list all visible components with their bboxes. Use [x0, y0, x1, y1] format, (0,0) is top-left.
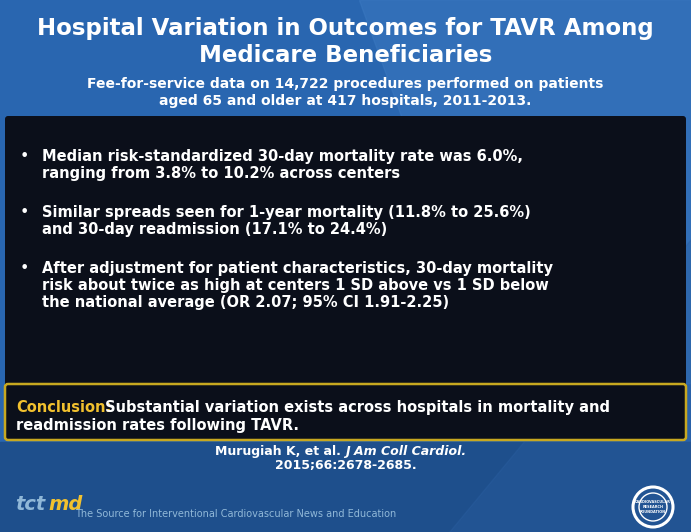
Text: The Source for Interventional Cardiovascular News and Education: The Source for Interventional Cardiovasc… — [75, 509, 396, 519]
Text: risk about twice as high at centers 1 SD above vs 1 SD below: risk about twice as high at centers 1 SD… — [42, 278, 549, 293]
Text: J Am Coll Cardiol.: J Am Coll Cardiol. — [346, 445, 466, 459]
Text: Fee-for-service data on 14,722 procedures performed on patients: Fee-for-service data on 14,722 procedure… — [87, 77, 604, 91]
Text: aged 65 and older at 417 hospitals, 2011-2013.: aged 65 and older at 417 hospitals, 2011… — [160, 94, 531, 108]
Text: tct: tct — [15, 495, 45, 513]
Text: RESEARCH: RESEARCH — [643, 505, 663, 509]
Text: Medicare Beneficiaries: Medicare Beneficiaries — [199, 44, 492, 66]
Text: Conclusion:: Conclusion: — [16, 400, 111, 415]
Polygon shape — [359, 0, 691, 383]
Text: •: • — [19, 149, 29, 164]
Text: Murugiah K, et al.: Murugiah K, et al. — [216, 445, 346, 459]
Text: Substantial variation exists across hospitals in mortality and: Substantial variation exists across hosp… — [100, 400, 610, 415]
Text: 2015;66:2678-2685.: 2015;66:2678-2685. — [275, 460, 416, 472]
Text: •: • — [19, 205, 29, 220]
Polygon shape — [449, 239, 691, 532]
Text: CARDIOVASCULAR: CARDIOVASCULAR — [635, 500, 671, 504]
FancyBboxPatch shape — [5, 116, 686, 387]
Bar — [0, 442, 691, 532]
Text: •: • — [19, 261, 29, 276]
Text: and 30-day readmission (17.1% to 24.4%): and 30-day readmission (17.1% to 24.4%) — [42, 222, 387, 237]
Text: Median risk-standardized 30-day mortality rate was 6.0%,: Median risk-standardized 30-day mortalit… — [42, 149, 523, 164]
Text: the national average (OR 2.07; 95% CI 1.91-2.25): the national average (OR 2.07; 95% CI 1.… — [42, 295, 449, 310]
Text: Similar spreads seen for 1-year mortality (11.8% to 25.6%): Similar spreads seen for 1-year mortalit… — [42, 205, 531, 220]
FancyBboxPatch shape — [5, 384, 686, 440]
Text: FOUNDATION: FOUNDATION — [640, 510, 666, 514]
Text: Hospital Variation in Outcomes for TAVR Among: Hospital Variation in Outcomes for TAVR … — [37, 16, 654, 39]
Text: ranging from 3.8% to 10.2% across centers: ranging from 3.8% to 10.2% across center… — [42, 166, 400, 181]
Text: After adjustment for patient characteristics, 30-day mortality: After adjustment for patient characteris… — [42, 261, 553, 276]
Text: readmission rates following TAVR.: readmission rates following TAVR. — [16, 418, 299, 433]
Text: md: md — [48, 495, 82, 513]
